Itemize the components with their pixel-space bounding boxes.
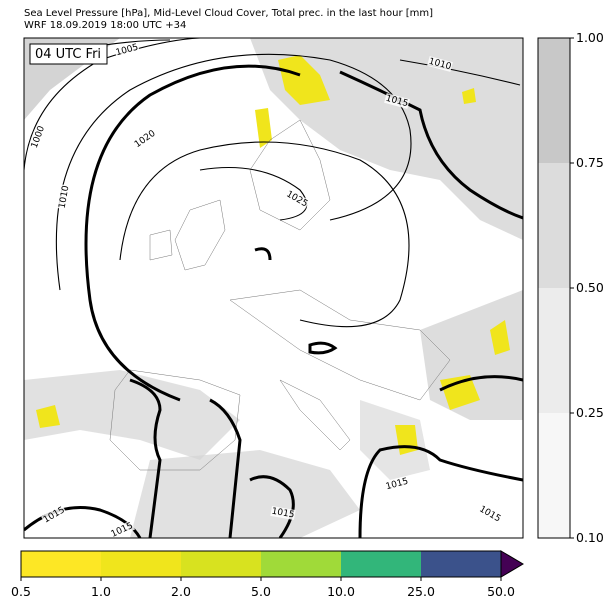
colorbar-tick-label: 0.50 — [576, 280, 604, 295]
contour-label-bg — [41, 504, 67, 526]
colorbar-segment — [181, 551, 261, 577]
colorbar-tick-label: 2.0 — [171, 584, 191, 599]
map-frame — [23, 37, 524, 539]
title: Sea Level Pressure [hPa], Mid-Level Clou… — [24, 8, 433, 19]
colorbar-tick-label: 1.00 — [576, 30, 604, 45]
cloud-colorbar: 1.00 0.75 0.50 0.25 0.10 — [537, 30, 604, 545]
colorbar-segment — [538, 413, 570, 538]
coastlines — [109, 119, 451, 471]
contour-label-bg — [477, 503, 503, 525]
contour-label-bg — [114, 42, 140, 58]
colorbar-segment — [21, 551, 101, 577]
colorbar-tick-label: 0.10 — [576, 530, 604, 545]
contour-label-bg — [29, 124, 47, 150]
contour-label-bg — [427, 56, 453, 72]
contour-label-bg — [109, 520, 135, 538]
time-label: 04 UTC Fri — [35, 47, 101, 62]
colorbar-segment — [101, 551, 181, 577]
colorbar-segment — [421, 551, 501, 577]
colorbar-tick-label: 25.0 — [407, 584, 435, 599]
colorbar-tick-label: 5.0 — [251, 584, 271, 599]
colorbar-segment — [341, 551, 421, 577]
colorbar-tick-label: 50.0 — [487, 584, 515, 599]
colorbar-tick-label: 1.0 — [91, 584, 111, 599]
colorbar-tick-label: 0.75 — [576, 155, 604, 170]
time-box — [29, 43, 108, 65]
contour-label-bg — [284, 188, 310, 210]
contour-label: 1015 — [271, 507, 295, 521]
precip-colorbar: 0.5 1.0 2.0 5.0 10.0 25.0 50.0 — [11, 550, 524, 599]
colorbar-tick-label: 0.25 — [576, 405, 604, 420]
colorbar-extend — [500, 550, 524, 578]
contour-label: 1010 — [58, 185, 72, 210]
subtitle: WRF 18.09.2019 18:00 UTC +34 — [24, 20, 186, 31]
colorbar-segment — [538, 163, 570, 288]
colorbar-tick-label: 10.0 — [327, 584, 355, 599]
contour-label-bg — [270, 505, 296, 521]
contour-label-bg — [384, 93, 410, 109]
contour-label-bg — [384, 476, 410, 492]
contour-label-bg — [132, 128, 158, 150]
colorbar-tick-label: 0.5 — [11, 584, 31, 599]
precipitation — [36, 55, 510, 455]
colorbar-segment — [538, 288, 570, 413]
colorbar-segment — [261, 551, 341, 577]
colorbar-segment — [538, 38, 570, 163]
contour-label-bg — [56, 184, 72, 210]
